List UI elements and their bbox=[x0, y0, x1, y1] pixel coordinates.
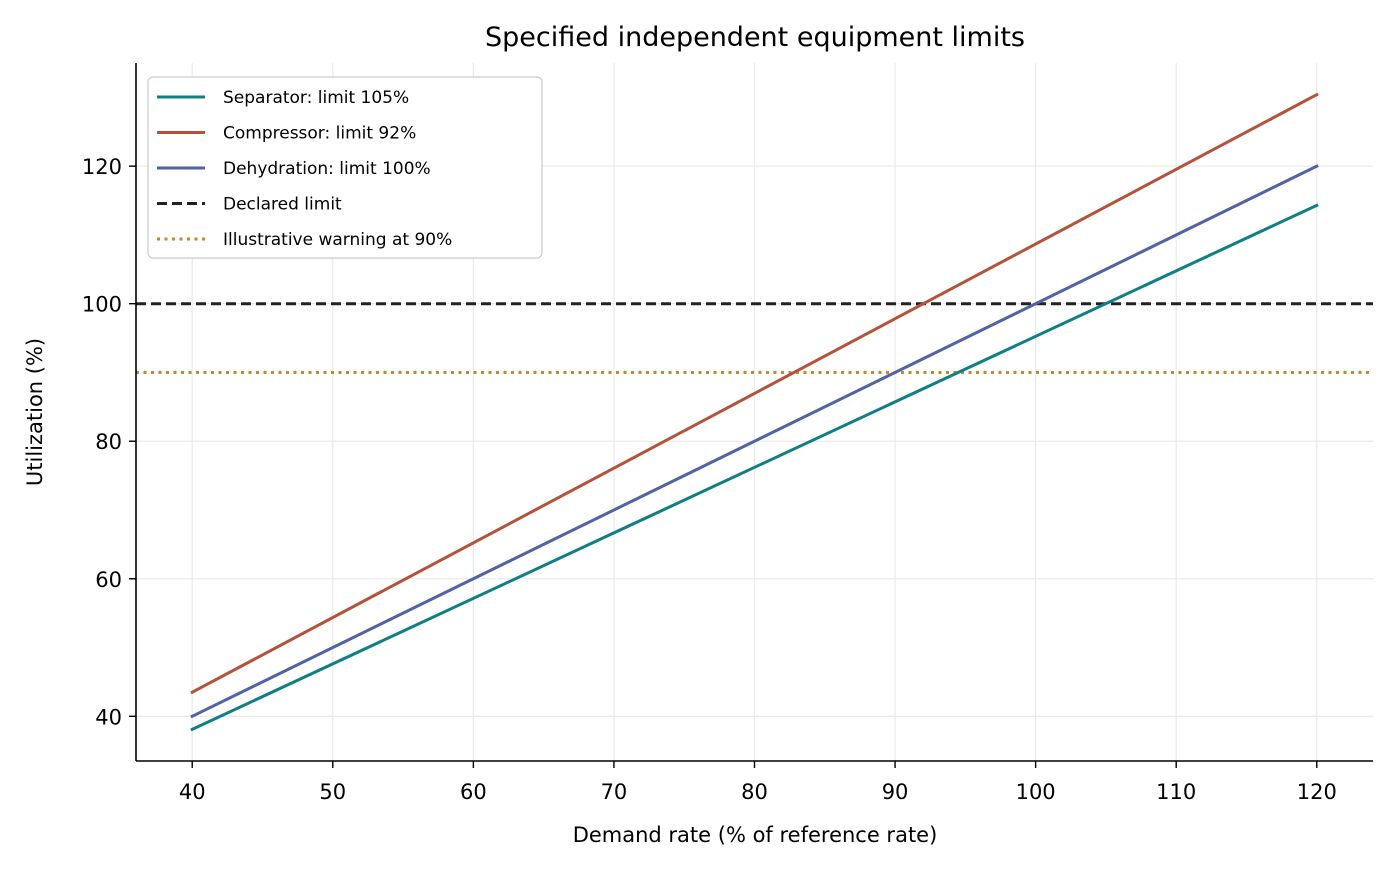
chart-title: Specified independent equipment limits bbox=[485, 22, 1025, 53]
y-tick-label: 80 bbox=[95, 430, 122, 454]
x-tick-label: 40 bbox=[179, 780, 206, 804]
legend: Separator: limit 105% Compressor: limit 9… bbox=[147, 76, 543, 259]
y-axis-title: Utilization (%) bbox=[23, 338, 47, 486]
x-tick-label: 100 bbox=[1016, 780, 1056, 804]
series-line bbox=[190, 164, 1319, 719]
legend-label: Dehydration: limit 100% bbox=[223, 159, 431, 179]
x-tick-label: 60 bbox=[460, 780, 487, 804]
axes: 40 50 60 70 80 90 100 110 120 40 60 80 100 120 bbox=[82, 63, 1373, 804]
y-tick-label: 100 bbox=[82, 293, 122, 317]
y-tick-label: 60 bbox=[95, 568, 122, 592]
x-tick-label: 80 bbox=[741, 780, 768, 804]
series-line bbox=[190, 92, 1319, 695]
series-lines bbox=[136, 92, 1373, 732]
series-line bbox=[190, 203, 1319, 732]
legend-box bbox=[147, 76, 543, 259]
legend-label: Separator: limit 105% bbox=[223, 88, 409, 108]
x-tick-label: 70 bbox=[601, 780, 628, 804]
x-tick-label: 110 bbox=[1156, 780, 1196, 804]
y-tick-label: 120 bbox=[82, 155, 122, 179]
x-tick-label: 50 bbox=[319, 780, 346, 804]
legend-label: Declared limit bbox=[223, 195, 342, 215]
x-axis-title: Demand rate (% of reference rate) bbox=[573, 823, 938, 847]
y-tick-label: 40 bbox=[95, 705, 122, 729]
x-tick-label: 120 bbox=[1297, 780, 1337, 804]
legend-label: Illustrative warning at 90% bbox=[223, 230, 452, 250]
x-tick-label: 90 bbox=[882, 780, 909, 804]
legend-label: Compressor: limit 92% bbox=[223, 124, 416, 144]
